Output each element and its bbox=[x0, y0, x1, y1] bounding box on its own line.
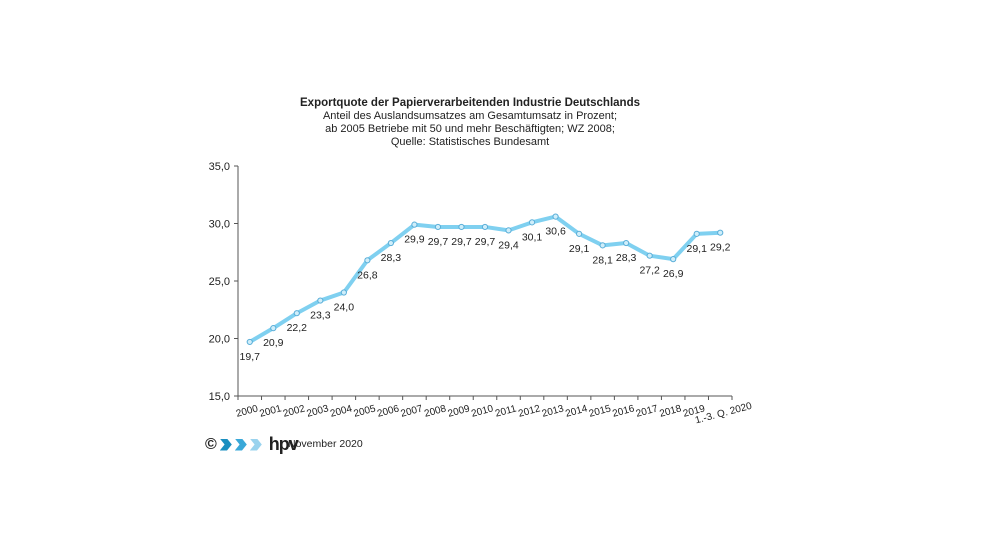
x-tick-label: 2007 bbox=[400, 403, 425, 419]
copyright-icon: © bbox=[205, 435, 217, 453]
logo-text: hpv bbox=[268, 434, 299, 454]
data-label: 29,4 bbox=[498, 239, 519, 251]
hpv-logo: © hpv bbox=[205, 434, 299, 455]
data-label: 20,9 bbox=[263, 337, 284, 349]
data-label: 28,3 bbox=[616, 252, 637, 264]
data-label: 28,1 bbox=[592, 254, 613, 266]
data-label: 23,3 bbox=[310, 310, 331, 322]
chart-subtitle-2: ab 2005 Betriebe mit 50 und mehr Beschäf… bbox=[325, 123, 615, 135]
data-point bbox=[364, 257, 371, 264]
x-tick-label: 2010 bbox=[470, 403, 495, 419]
y-tick-label: 20,0 bbox=[209, 334, 230, 346]
data-point bbox=[481, 223, 489, 231]
data-point bbox=[505, 227, 512, 234]
data-label: 24,0 bbox=[334, 302, 355, 314]
x-tick-label: 2002 bbox=[282, 403, 307, 419]
data-label: 29,7 bbox=[451, 236, 472, 248]
data-point bbox=[552, 213, 559, 220]
data-point bbox=[293, 310, 300, 317]
x-tick-label: 2006 bbox=[376, 403, 401, 419]
data-point bbox=[434, 223, 442, 231]
data-point bbox=[246, 338, 253, 346]
chart-title: Exportquote der Papierverarbeitenden Ind… bbox=[300, 97, 640, 109]
data-label: 29,2 bbox=[710, 242, 731, 254]
footer-date: November 2020 bbox=[288, 438, 363, 450]
data-point bbox=[693, 230, 700, 237]
data-label: 27,2 bbox=[639, 265, 660, 277]
y-tick-label: 25,0 bbox=[209, 276, 230, 288]
x-tick-label: 2005 bbox=[353, 403, 378, 419]
data-label: 29,1 bbox=[569, 243, 590, 255]
x-tick-label: 2013 bbox=[541, 403, 566, 419]
data-point bbox=[646, 252, 653, 259]
data-point bbox=[387, 239, 395, 247]
y-tick-label: 15,0 bbox=[209, 391, 230, 403]
chart-subtitle-1: Anteil des Auslandsumsatzes am Gesamtums… bbox=[322, 110, 618, 122]
data-label: 30,1 bbox=[522, 231, 543, 243]
data-point bbox=[270, 325, 277, 332]
data-label: 29,7 bbox=[475, 236, 496, 248]
x-tick-label: 2014 bbox=[564, 403, 589, 419]
data-point bbox=[717, 229, 724, 236]
arrow-icon bbox=[234, 438, 247, 451]
data-point bbox=[317, 297, 324, 304]
data-point bbox=[599, 242, 606, 249]
data-label: 19,7 bbox=[240, 351, 261, 363]
x-tick-label: 2004 bbox=[329, 403, 354, 419]
x-tick-label: 2012 bbox=[517, 403, 542, 419]
data-point bbox=[340, 289, 347, 296]
x-tick-label: 2001 bbox=[258, 403, 283, 419]
data-point bbox=[458, 223, 465, 231]
data-label: 22,2 bbox=[287, 322, 308, 334]
y-tick-label: 30,0 bbox=[209, 219, 230, 231]
data-label: 29,7 bbox=[428, 236, 449, 248]
chart-subtitle-3: Quelle: Statistisches Bundesamt bbox=[390, 136, 550, 148]
x-tick-label: 2011 bbox=[494, 403, 518, 419]
x-tick-label: 2018 bbox=[658, 403, 683, 419]
x-tick-label: 2009 bbox=[447, 403, 472, 419]
x-tick-label: 2015 bbox=[588, 403, 613, 419]
arrow-icon bbox=[249, 438, 262, 451]
x-tick-label: 2016 bbox=[611, 403, 636, 419]
data-label: 28,3 bbox=[381, 252, 402, 264]
data-point bbox=[575, 230, 583, 237]
data-point bbox=[623, 239, 630, 247]
x-tick-label: 2000 bbox=[235, 403, 260, 419]
y-tick-label: 35,0 bbox=[209, 161, 230, 173]
data-label: 29,1 bbox=[686, 243, 707, 255]
data-point bbox=[670, 256, 677, 263]
data-label: 29,9 bbox=[404, 234, 425, 246]
data-label: 26,9 bbox=[663, 268, 684, 280]
data-point bbox=[528, 219, 536, 226]
data-label: 26,8 bbox=[357, 269, 378, 281]
x-tick-label: 2017 bbox=[635, 403, 660, 419]
x-tick-label: 2003 bbox=[306, 403, 331, 419]
x-tick-label: 2008 bbox=[423, 403, 448, 419]
data-point bbox=[411, 221, 418, 228]
arrow-icon bbox=[219, 438, 232, 451]
data-label: 30,6 bbox=[545, 226, 566, 238]
